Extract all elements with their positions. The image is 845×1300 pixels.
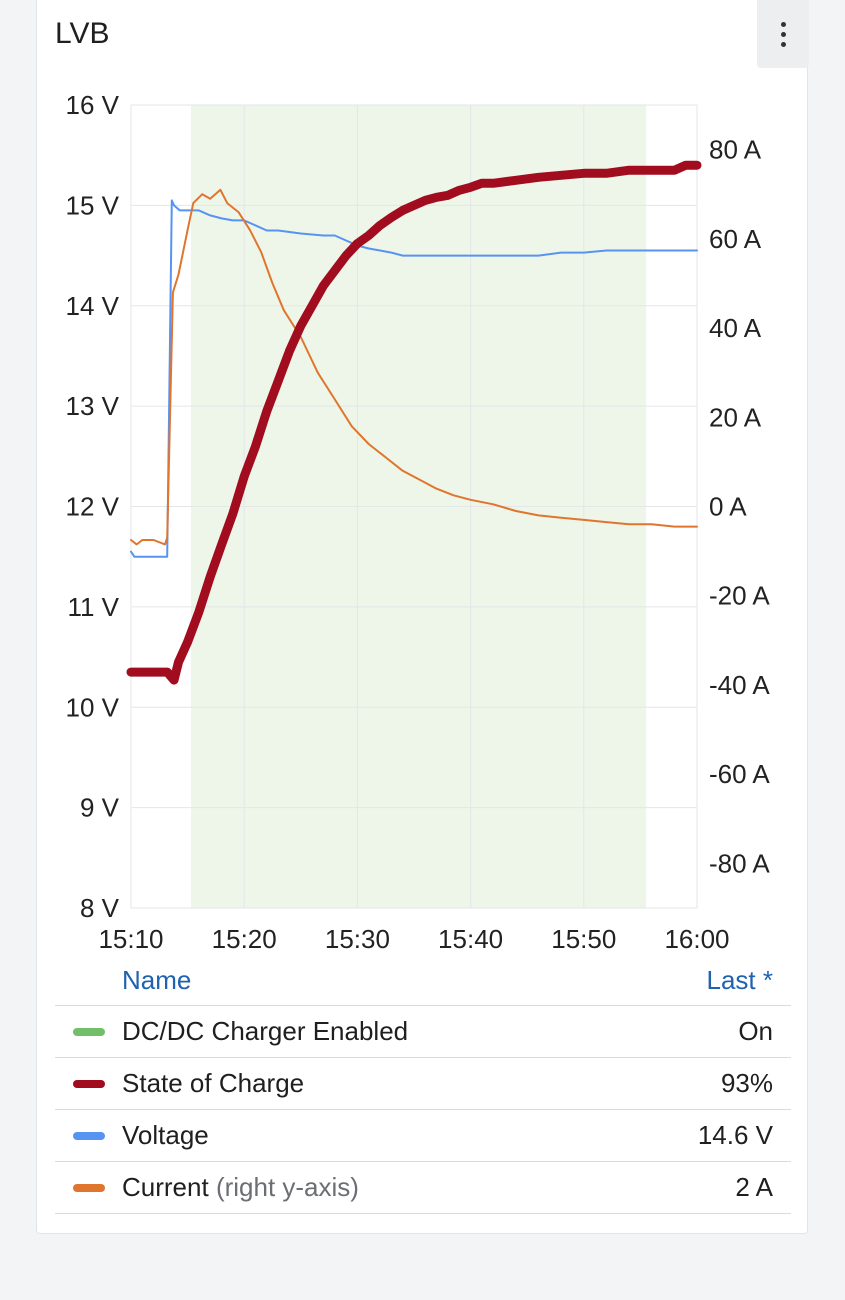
y-left-tick-label: 14 V (66, 291, 120, 321)
panel-menu-icon[interactable] (757, 0, 809, 68)
legend-header: Name Last * (55, 955, 791, 1006)
legend-value: On (738, 1016, 773, 1046)
state-of-charge-line[interactable] (126, 160, 702, 685)
legend-value: 2 A (735, 1172, 773, 1202)
voltage-line[interactable] (130, 199, 698, 558)
legend-name-header[interactable]: Name (122, 964, 192, 995)
y-right-tick-label: 0 A (709, 492, 747, 522)
legend-label: DC/DC Charger Enabled (122, 1016, 409, 1046)
menu-dot (780, 21, 786, 27)
legend-table: Name Last * DC/DC Charger Enabled On Sta… (55, 955, 791, 1214)
legend-value: 93% (720, 1068, 773, 1098)
chart-panel: LVB 16 V 15 V 14 V 13 V 12 V 11 V 10 V 9 V 8 V 80… (36, 0, 809, 1234)
y-left-tick-label: 12 V (66, 492, 120, 522)
panel-title: LVB (55, 17, 110, 50)
y-right-tick-label: -80 A (709, 848, 770, 878)
legend-row-charger[interactable]: DC/DC Charger Enabled On (55, 1006, 791, 1058)
legend-last-header[interactable]: Last * (706, 964, 774, 995)
x-tick-label: 16:00 (664, 924, 729, 954)
y-right-tick-label: -40 A (709, 670, 770, 700)
y-right-tick-label: 20 A (709, 402, 762, 432)
charger-swatch (73, 1027, 105, 1036)
legend-row-voltage[interactable]: Voltage 14.6 V (55, 1110, 791, 1162)
voltage-swatch (73, 1131, 105, 1140)
soc-swatch (73, 1079, 105, 1088)
x-tick-label: 15:20 (212, 924, 277, 954)
y-right-tick-label: -20 A (709, 581, 770, 611)
x-tick-label: 15:10 (98, 924, 163, 954)
x-tick-label: 15:50 (551, 924, 616, 954)
menu-dot (780, 31, 786, 37)
y-right-tick-label: 80 A (709, 135, 762, 165)
y-left-tick-label: 10 V (66, 692, 120, 722)
y-left-tick-label: 16 V (66, 90, 120, 120)
time-series-chart[interactable]: 16 V 15 V 14 V 13 V 12 V 11 V 10 V 9 V 8 V 80 A 60… (37, 0, 809, 960)
menu-dot (780, 41, 786, 47)
legend-row-soc[interactable]: State of Charge 93% (55, 1058, 791, 1110)
y-left-tick-label: 11 V (67, 592, 119, 622)
legend-label: State of Charge (122, 1068, 305, 1098)
y-right-tick-label: 60 A (709, 224, 762, 254)
x-tick-label: 15:40 (438, 924, 503, 954)
legend-label-suffix: (right y-axis) (215, 1172, 359, 1202)
legend-row-current[interactable]: Current (right y-axis) 2 A (55, 1162, 791, 1214)
legend-label: Current (122, 1172, 209, 1202)
y-left-tick-label: 15 V (66, 190, 120, 220)
y-left-tick-label: 13 V (66, 391, 120, 421)
y-left-tick-label: 9 V (80, 793, 120, 823)
current-swatch (73, 1183, 105, 1192)
legend-label: Voltage (122, 1120, 209, 1150)
y-right-tick-label: 40 A (709, 313, 762, 343)
x-tick-label: 15:30 (325, 924, 390, 954)
current-line[interactable] (130, 188, 698, 546)
y-right-tick-label: -60 A (709, 759, 770, 789)
y-left-tick-label: 8 V (80, 893, 120, 923)
legend-value: 14.6 V (697, 1120, 773, 1150)
